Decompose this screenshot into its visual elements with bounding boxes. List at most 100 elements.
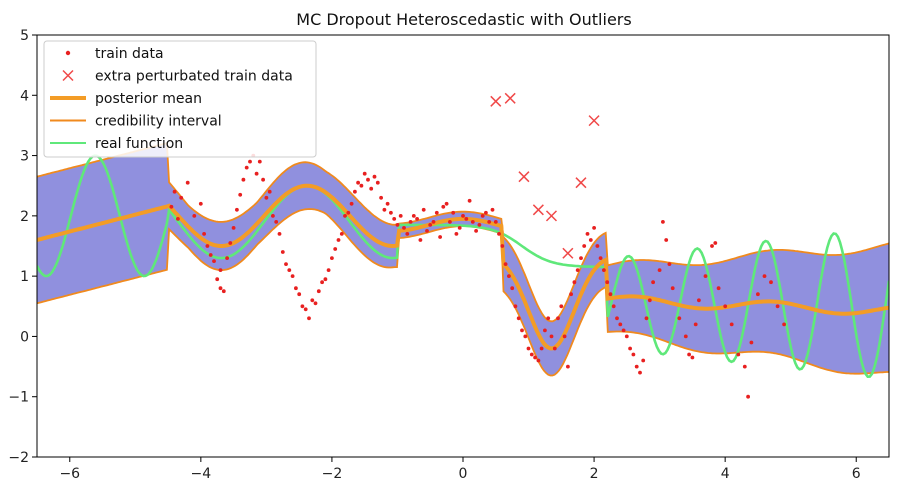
train-data-point	[647, 298, 652, 303]
legend-marker-x	[62, 69, 74, 82]
train-data-point	[631, 352, 636, 357]
x-tick-label: 0	[459, 466, 468, 482]
train-data-point	[572, 280, 577, 285]
train-data-point	[235, 207, 239, 212]
train-data-point	[320, 280, 324, 285]
train-data-point	[470, 220, 475, 224]
train-data-point	[356, 180, 360, 185]
legend-label: train data	[95, 46, 164, 62]
train-data-point	[562, 334, 567, 339]
train-data-point	[231, 226, 236, 230]
train-data-point	[464, 217, 469, 221]
extra-data-point-stroke	[504, 92, 516, 104]
train-data-point	[448, 220, 452, 224]
train-data-point	[670, 286, 675, 291]
train-data-point	[297, 292, 302, 297]
train-data-point	[444, 201, 449, 206]
train-data-point	[205, 244, 210, 248]
train-data-point	[497, 232, 501, 236]
x-tick-label: 4	[721, 466, 730, 482]
train-data-point	[264, 195, 269, 200]
train-data-point	[238, 192, 243, 197]
train-data-point	[421, 207, 426, 212]
y-tick-label: −2	[8, 450, 29, 466]
train-data-point	[254, 171, 259, 176]
train-data-point	[742, 364, 747, 369]
train-data-point	[287, 268, 292, 272]
train-data-point	[208, 253, 213, 257]
train-data-point	[248, 159, 252, 164]
train-data-point	[395, 223, 400, 227]
train-data-point	[228, 241, 233, 245]
extra-data-point	[545, 210, 558, 222]
train-data-point	[257, 159, 262, 164]
train-data-point	[657, 268, 662, 272]
legend-label: extra perturbated train data	[95, 69, 293, 85]
train-data-point	[703, 274, 708, 278]
train-data-point	[716, 286, 721, 291]
train-data-point	[457, 226, 462, 230]
train-data-point	[500, 244, 505, 248]
train-data-point	[605, 280, 610, 285]
real-function-line	[37, 154, 889, 379]
train-data-point	[398, 214, 403, 218]
points-layer	[169, 92, 786, 399]
train-data-point	[303, 307, 308, 312]
train-data-point	[343, 214, 347, 218]
train-data-point	[408, 220, 413, 224]
train-data-point	[713, 241, 718, 245]
y-tick-label: 5	[20, 28, 29, 44]
train-data-point	[185, 180, 190, 185]
train-data-point	[756, 292, 760, 297]
extra-data-point-stroke	[490, 95, 502, 107]
train-data-point	[369, 186, 374, 191]
x-tick-label: 2	[590, 466, 599, 482]
train-data-point	[566, 364, 570, 369]
train-data-point	[543, 328, 547, 333]
legend-label: posterior mean	[95, 91, 202, 107]
train-data-point	[628, 346, 632, 351]
train-data-point	[467, 198, 472, 203]
train-data-point	[611, 304, 616, 309]
train-data-point	[487, 220, 492, 224]
train-data-point	[539, 346, 544, 351]
train-data-point	[179, 195, 184, 200]
train-data-point	[277, 232, 282, 236]
train-data-point	[556, 316, 560, 321]
line-layer	[37, 142, 889, 379]
train-data-point	[690, 355, 695, 360]
train-data-point	[582, 244, 587, 248]
train-data-point	[661, 220, 665, 224]
train-data-point	[598, 256, 603, 260]
train-data-point	[290, 274, 295, 278]
train-data-point	[507, 274, 511, 278]
train-data-point	[300, 304, 305, 309]
train-data-point	[176, 217, 180, 221]
train-data-point	[362, 171, 367, 176]
train-data-point	[225, 256, 230, 260]
train-data-point	[172, 189, 177, 194]
train-data-point	[536, 358, 541, 363]
train-data-point	[493, 220, 498, 224]
train-data-point	[710, 244, 714, 248]
train-data-point	[218, 268, 223, 272]
train-data-point	[411, 214, 416, 218]
train-data-point	[294, 286, 298, 291]
extra-data-point-stroke	[562, 247, 574, 259]
train-data-point	[215, 277, 220, 282]
train-data-point	[474, 229, 478, 233]
x-tick-label: 6	[852, 466, 861, 482]
train-data-point	[418, 238, 423, 242]
extra-data-point-stroke	[518, 171, 530, 183]
train-data-point	[782, 322, 786, 327]
y-tick-label: 0	[20, 329, 29, 345]
train-data-point	[677, 316, 682, 321]
legend-box	[43, 40, 317, 158]
train-data-point	[588, 238, 593, 242]
train-data-point	[431, 220, 436, 224]
train-data-point	[428, 223, 433, 227]
train-data-point	[615, 316, 619, 321]
train-data-point	[736, 352, 741, 357]
train-data-point	[402, 226, 406, 230]
